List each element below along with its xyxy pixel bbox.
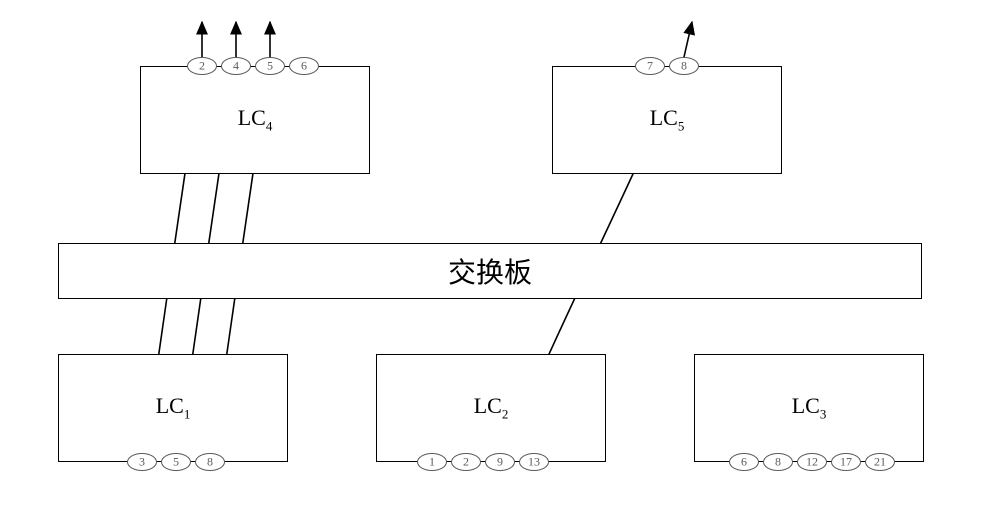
- switch-board: 交换板: [58, 243, 922, 299]
- port-lc1-3: 3: [127, 453, 157, 471]
- port-lc3-21: 21: [865, 453, 895, 471]
- port-lc3-12: 12: [797, 453, 827, 471]
- port-lc2-1: 1: [417, 453, 447, 471]
- port-lc2-13: 13: [519, 453, 549, 471]
- card-lc1: LC1: [58, 354, 288, 462]
- card-lc2: LC2: [376, 354, 606, 462]
- port-lc5-7: 7: [635, 57, 665, 75]
- card-lc4: LC4: [140, 66, 370, 174]
- port-lc4-4: 4: [221, 57, 251, 75]
- card-label-lc2: LC2: [474, 393, 509, 422]
- port-lc2-2: 2: [451, 453, 481, 471]
- card-label-lc5: LC5: [650, 105, 685, 134]
- card-label-lc4: LC4: [238, 105, 273, 134]
- port-lc3-6: 6: [729, 453, 759, 471]
- port-lc3-17: 17: [831, 453, 861, 471]
- port-lc4-5: 5: [255, 57, 285, 75]
- port-lc1-5: 5: [161, 453, 191, 471]
- card-label-lc1: LC1: [156, 393, 191, 422]
- port-lc5-8: 8: [669, 57, 699, 75]
- card-label-lc3: LC3: [792, 393, 827, 422]
- port-lc1-8: 8: [195, 453, 225, 471]
- port-lc2-9: 9: [485, 453, 515, 471]
- switch-board-label: 交换板: [448, 251, 532, 291]
- card-lc3: LC3: [694, 354, 924, 462]
- port-lc3-8: 8: [763, 453, 793, 471]
- port-lc4-6: 6: [289, 57, 319, 75]
- port-lc4-2: 2: [187, 57, 217, 75]
- card-lc5: LC5: [552, 66, 782, 174]
